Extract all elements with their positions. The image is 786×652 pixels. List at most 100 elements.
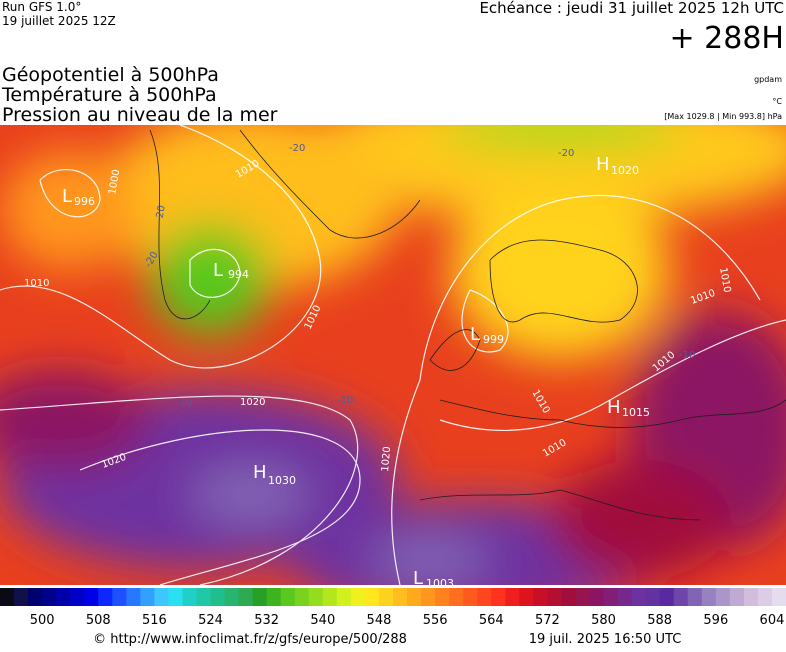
color-swatch <box>266 588 282 606</box>
legend-tick-label: 572 <box>535 613 560 628</box>
color-swatch <box>42 588 57 606</box>
color-swatch <box>84 588 99 606</box>
coastlines <box>149 129 786 521</box>
color-swatch <box>617 588 633 606</box>
temperature-label: -10 <box>337 395 353 406</box>
title: Température à 500hPa <box>1 84 217 106</box>
run-label: Run GFS 1.0° <box>2 0 81 14</box>
color-swatch <box>112 588 127 606</box>
temperature-label: -20 <box>289 143 305 154</box>
temperature-label: -20 <box>558 148 574 159</box>
color-swatch <box>519 588 534 606</box>
unit: [Max 1029.8 | Min 993.8] hPa <box>664 112 782 121</box>
color-swatch <box>645 588 661 606</box>
center-letter: H <box>596 154 610 175</box>
color-swatch <box>533 588 548 606</box>
isobars <box>0 125 786 585</box>
center-value: 1030 <box>268 474 296 487</box>
temperature-label: -10 <box>679 350 695 361</box>
color-swatch <box>603 588 619 606</box>
color-swatch <box>393 588 408 606</box>
field <box>0 125 786 585</box>
color-swatch <box>561 588 576 606</box>
legend-tick-label: 564 <box>479 613 504 628</box>
color-swatch <box>364 588 380 606</box>
timestamp: 19 juil. 2025 16:50 UTC <box>529 632 682 647</box>
legend-tick-label: 524 <box>198 613 223 628</box>
color-swatch <box>252 588 268 606</box>
color-swatch <box>98 588 113 606</box>
title: Pression au niveau de la mer <box>2 104 278 126</box>
legend-tick-label: 508 <box>86 613 111 628</box>
isobar-label: 1020 <box>380 446 393 472</box>
legend-tick-label: 532 <box>254 613 279 628</box>
color-swatch <box>154 588 169 606</box>
legend-tick-label: 588 <box>647 613 672 628</box>
color-swatch <box>715 588 731 606</box>
color-swatch <box>449 588 464 606</box>
isobar-label: 1010 <box>24 278 49 289</box>
center-value: 996 <box>74 195 95 208</box>
center-letter: L <box>62 186 72 207</box>
color-swatch <box>28 588 43 606</box>
color-swatch <box>589 588 605 606</box>
color-swatch <box>70 588 85 606</box>
center-letter: L <box>213 260 223 281</box>
source: © http://www.infoclimat.fr/z/gfs/europe/… <box>93 632 407 647</box>
color-swatch <box>56 588 71 606</box>
unit: gpdam <box>754 75 782 84</box>
color-swatch <box>140 588 155 606</box>
color-swatch <box>336 588 352 606</box>
center-letter: L <box>413 568 423 589</box>
legend-tick-label: 500 <box>30 613 55 628</box>
center-value: 1020 <box>611 164 639 177</box>
isobar-label: 1000 <box>107 169 122 196</box>
color-swatch <box>477 588 492 606</box>
legend-tick-label: 580 <box>591 613 616 628</box>
color-swatch <box>196 588 212 606</box>
color-swatch <box>687 588 703 606</box>
pressure-centers: L 996 L 994 L 999 H 1020 H 1015 H 1030 L… <box>62 154 650 590</box>
color-swatch <box>659 588 675 606</box>
color-swatch <box>238 588 254 606</box>
color-swatch <box>435 588 450 606</box>
color-swatch <box>757 588 773 606</box>
temperature-label: -10 <box>176 398 192 409</box>
color-swatch <box>350 588 366 606</box>
color-swatch <box>673 588 689 606</box>
run-date: 19 juillet 2025 12Z <box>2 14 116 28</box>
center-value: 1003 <box>426 577 454 590</box>
center-value: 1015 <box>622 406 650 419</box>
legend-tick-label: 596 <box>703 613 728 628</box>
color-swatch <box>701 588 717 606</box>
color-swatch <box>575 588 590 606</box>
temperature-label: -20 <box>154 205 168 223</box>
legend-tick-label: 516 <box>142 613 167 628</box>
color-swatch <box>308 588 324 606</box>
lead-time: + 288H <box>670 21 785 56</box>
valid-time: Echéance : jeudi 31 juillet 2025 12h UTC <box>479 0 784 17</box>
color-swatch <box>407 588 422 606</box>
color-legend: 500 508 516 524 532 540 548 556 564 572 580 588 596 6… <box>0 588 786 628</box>
center-value: 994 <box>228 268 249 281</box>
color-swatch <box>771 588 786 606</box>
isobar-label: 1010 <box>717 267 732 294</box>
color-swatch <box>505 588 520 606</box>
center-letter: H <box>607 397 621 418</box>
legend-tick-label: 548 <box>367 613 392 628</box>
center-letter: L <box>470 324 480 345</box>
color-swatch <box>224 588 240 606</box>
color-swatch <box>631 588 647 606</box>
color-swatch <box>421 588 436 606</box>
isobar-label: 1020 <box>240 397 265 408</box>
unit: °C <box>772 97 782 106</box>
color-swatch <box>743 588 759 606</box>
color-swatch <box>182 588 197 606</box>
color-swatch <box>322 588 338 606</box>
color-swatch <box>210 588 226 606</box>
legend-tick-label: 604 <box>760 613 785 628</box>
color-swatch <box>463 588 478 606</box>
color-swatch <box>378 588 394 606</box>
